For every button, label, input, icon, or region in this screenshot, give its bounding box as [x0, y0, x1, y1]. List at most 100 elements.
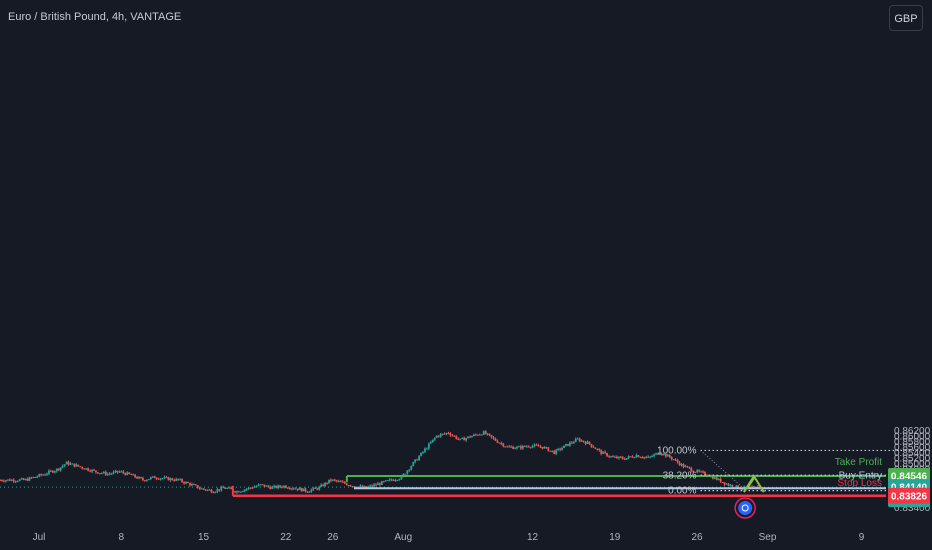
currency-button[interactable]: GBP	[889, 5, 923, 31]
candle-body	[684, 466, 687, 468]
candle-body	[406, 470, 409, 474]
candle-body	[257, 484, 260, 487]
candle-body	[666, 454, 669, 457]
candle-body	[561, 448, 563, 450]
candle-body	[676, 459, 679, 463]
candle-body	[8, 479, 11, 481]
buy-entry-label: Buy Entry	[839, 470, 882, 481]
price-tick-label: 0.85200	[894, 454, 931, 465]
candle-body	[510, 446, 513, 448]
candle-body	[379, 483, 381, 485]
candle-body	[692, 471, 695, 473]
candle-body	[48, 470, 50, 474]
candle-body	[194, 484, 197, 486]
candle-body	[567, 444, 569, 446]
candle-body	[0, 480, 1, 481]
candle-body	[132, 474, 135, 476]
candle-body	[459, 438, 462, 440]
candle-body	[120, 471, 123, 473]
candle-body	[584, 442, 587, 444]
candle-body	[596, 448, 599, 450]
candle-body	[659, 454, 661, 456]
candle-body	[427, 443, 430, 449]
candle-body	[147, 479, 150, 481]
candle-body	[408, 469, 411, 471]
candle-body	[721, 482, 724, 484]
candle-body	[277, 485, 279, 489]
price-tick-label: 0.86200	[894, 426, 931, 437]
candle-body	[161, 478, 164, 480]
candle-body	[451, 435, 454, 437]
candle-body	[688, 466, 691, 468]
candle-body	[414, 459, 417, 463]
candle-body	[114, 470, 117, 472]
candle-body	[16, 481, 19, 483]
fib-label-0: 0.00%	[668, 486, 696, 497]
fib-label-382: 38.20%	[663, 470, 697, 481]
candle-body	[108, 473, 111, 475]
candle-body	[518, 446, 520, 448]
candle-body	[373, 484, 375, 487]
candle-body	[621, 457, 624, 459]
candle-body	[535, 444, 538, 446]
candle-body	[474, 434, 477, 436]
candle-body	[183, 481, 185, 484]
candle-body	[612, 456, 614, 458]
candle-body	[253, 486, 256, 488]
time-tick-label: 19	[609, 532, 621, 543]
time-tick-label: 8	[118, 532, 124, 543]
candle-body	[165, 477, 168, 479]
candle-body	[281, 486, 283, 488]
candle-body	[549, 450, 552, 452]
candle-body	[592, 446, 595, 448]
candle-body	[496, 440, 499, 443]
time-tick-label: 26	[327, 532, 339, 543]
candle-body	[326, 482, 328, 484]
candle-body	[717, 478, 720, 480]
event-layer	[734, 497, 756, 519]
candle-body	[63, 464, 66, 466]
candle-body	[67, 461, 70, 465]
candle-body	[102, 471, 105, 474]
candle-body	[615, 456, 618, 459]
candle-body	[224, 487, 227, 489]
candle-body	[471, 435, 473, 438]
candle-body	[614, 456, 616, 458]
candle-body	[42, 474, 44, 476]
candle-body	[543, 447, 546, 449]
candle-body	[247, 487, 250, 489]
candle-body	[155, 478, 158, 480]
candle-body	[494, 438, 497, 441]
candle-body	[32, 476, 35, 478]
candle-body	[737, 485, 740, 489]
candle-body	[711, 476, 714, 479]
candle-body	[122, 471, 125, 474]
price-tick-label: 0.85800	[894, 437, 931, 448]
candle-body	[198, 488, 201, 490]
candle-body	[81, 466, 84, 469]
candle-body	[664, 453, 667, 457]
candle-body	[426, 448, 428, 450]
candle-body	[283, 485, 285, 488]
candle-body	[341, 481, 344, 483]
candle-body	[588, 441, 591, 444]
candle-body	[110, 473, 113, 475]
candle-body	[617, 456, 620, 459]
candle-body	[98, 473, 101, 475]
candle-body	[431, 439, 434, 443]
time-tick-label: Sep	[759, 532, 777, 543]
candle-body	[657, 453, 659, 455]
candle-body	[412, 462, 415, 467]
candle-body	[218, 489, 221, 491]
candle-body	[59, 467, 62, 471]
candle-body	[394, 480, 397, 482]
levels-layer	[0, 474, 886, 498]
candle-body	[75, 464, 78, 467]
candle-body	[727, 483, 730, 486]
candle-body	[655, 453, 657, 455]
candle-body	[177, 478, 180, 480]
candle-body	[142, 478, 144, 481]
